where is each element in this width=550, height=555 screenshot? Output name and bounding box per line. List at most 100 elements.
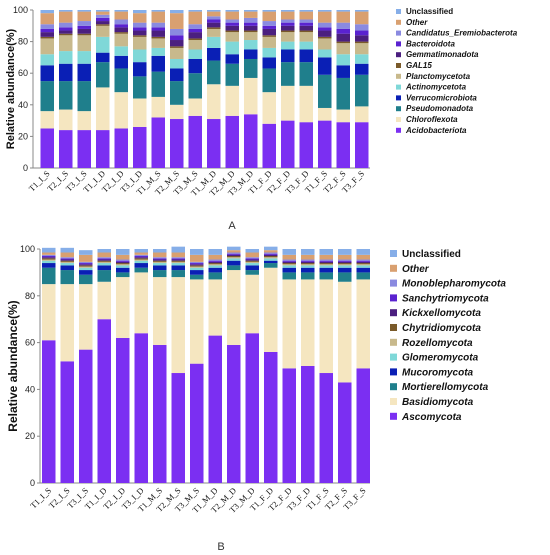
bar-segment-monoblepharomycota xyxy=(79,261,93,264)
bar-segment-unclassified xyxy=(116,249,130,255)
bar-segment-chloroflexota xyxy=(299,85,313,123)
bar-segment-unclassified xyxy=(281,10,295,12)
bar-segment-basidiomycota xyxy=(153,277,167,345)
bar-segment-mortierellomycota xyxy=(97,270,111,282)
bar-segment-chloroflexota xyxy=(96,87,110,131)
bar-segment-ascomycota xyxy=(264,351,278,483)
bar-segment-monoblepharomycota xyxy=(134,254,148,257)
bar-segment-ascomycota xyxy=(356,368,370,483)
bar-segment-sanchytriomycota xyxy=(171,258,185,260)
bar-segment-glomeromycota xyxy=(227,258,241,261)
bar-segment-other xyxy=(116,254,130,260)
bar-segment-bacteroidota xyxy=(188,28,202,33)
bar-segment-planctomycetota xyxy=(77,35,91,52)
bar-segment-other xyxy=(225,11,239,20)
bar-segment-glomeromycota xyxy=(356,265,370,268)
bar-segment-gemmatimonadota xyxy=(114,27,128,33)
y-tick-label: 60 xyxy=(18,68,28,78)
y-tick-label: 100 xyxy=(13,5,28,15)
bar-segment-other xyxy=(338,254,352,260)
bar-segment-mortierellomycota xyxy=(227,265,241,271)
bar-segment-ascomycota xyxy=(245,333,259,483)
bar-segment-candidatus-eremiobacterota xyxy=(59,22,73,28)
bar-segment-mortierellomycota xyxy=(245,270,259,275)
bar-segment-sanchytriomycota xyxy=(338,260,352,262)
bar-segment-actinomycetota xyxy=(77,51,91,64)
bar-segment-mortierellomycota xyxy=(60,270,74,285)
bar-segment-ascomycota xyxy=(153,344,167,483)
bar-segment-sanchytriomycota xyxy=(282,260,296,262)
bar-segment-pseudomonadota xyxy=(262,68,276,93)
bar-segment-ascomycota xyxy=(116,337,130,483)
bar-segment-other xyxy=(133,13,147,23)
bar-segment-actinomycetota xyxy=(188,49,202,59)
bar-segment-chytridiomycota xyxy=(134,258,148,260)
bar-segment-mortierellomycota xyxy=(319,272,333,280)
bar-segment-sanchytriomycota xyxy=(42,256,56,258)
bar-segment-acidobacteriota xyxy=(336,122,350,168)
bar-segment-chloroflexota xyxy=(170,104,184,120)
bar-segment-ascomycota xyxy=(190,363,204,483)
bar-segment-mucoromycota xyxy=(134,263,148,268)
bar-segment-candidatus-eremiobacterota xyxy=(318,22,332,28)
bar-segment-basidiomycota xyxy=(245,274,259,334)
bar-segment-unclassified xyxy=(319,249,333,255)
bar-segment-chytridiomycota xyxy=(301,263,315,265)
bar-segment-glomeromycota xyxy=(60,263,74,266)
bar-segment-unclassified xyxy=(282,249,296,255)
legend-swatch xyxy=(396,95,401,101)
bar-segment-glomeromycota xyxy=(338,265,352,268)
bar-segment-glomeromycota xyxy=(42,260,56,264)
bar-segment-mortierellomycota xyxy=(338,272,352,282)
bar-segment-glomeromycota xyxy=(319,265,333,268)
bar-segment-verrucomicrobiota xyxy=(114,55,128,69)
bar-segment-rozellomycota xyxy=(356,264,370,266)
bar-segment-planctomycetota xyxy=(336,43,350,55)
bar-segment-sanchytriomycota xyxy=(319,260,333,262)
bar-segment-pseudomonadota xyxy=(59,81,73,110)
bar-segment-actinomycetota xyxy=(318,49,332,58)
bar-segment-sanchytriomycota xyxy=(116,260,130,262)
legend-swatch xyxy=(390,294,397,302)
bar-segment-unclassified xyxy=(227,246,241,251)
bar-segment-gal15 xyxy=(188,38,202,41)
bar-segment-mortierellomycota xyxy=(356,272,370,280)
bar-segment-candidatus-eremiobacterota xyxy=(96,14,110,18)
bar-segment-acidobacteriota xyxy=(151,117,165,168)
bar-segment-other xyxy=(301,254,315,260)
bar-segment-ascomycota xyxy=(97,319,111,483)
bar-segment-rozellomycota xyxy=(264,257,278,259)
legend-swatch xyxy=(390,353,397,361)
bar-segment-gal15 xyxy=(355,41,369,44)
bar-segment-unclassified xyxy=(40,10,54,14)
y-tick-label: 100 xyxy=(20,244,35,254)
bar-segment-mucoromycota xyxy=(301,267,315,273)
bar-segment-actinomycetota xyxy=(207,36,221,48)
bar-segment-candidatus-eremiobacterota xyxy=(336,22,350,29)
bar-segment-gemmatimonadota xyxy=(96,21,110,25)
bar-segment-acidobacteriota xyxy=(77,130,91,168)
bar-segment-gal15 xyxy=(133,35,147,37)
bar-segment-other xyxy=(336,11,350,23)
bar-segment-mortierellomycota xyxy=(282,272,296,280)
bar-segment-candidatus-eremiobacterota xyxy=(40,24,54,29)
legend-label: Pseudomonadota xyxy=(406,104,474,113)
bar-segment-planctomycetota xyxy=(318,38,332,50)
bar-segment-unclassified xyxy=(188,10,202,12)
bar-segment-gemmatimonadota xyxy=(355,35,369,42)
bar-segment-rozellomycota xyxy=(208,264,222,266)
bar-segment-other xyxy=(188,11,202,25)
bar-segment-ascomycota xyxy=(171,373,185,483)
bar-segment-gemmatimonadota xyxy=(59,30,73,34)
bar-segment-glomeromycota xyxy=(79,267,93,271)
bar-segment-kickxellomycota xyxy=(301,261,315,264)
bar-segment-rozellomycota xyxy=(97,261,111,264)
bar-segment-pseudomonadota xyxy=(281,62,295,86)
bar-segment-bacteroidota xyxy=(262,25,276,29)
bar-segment-monoblepharomycota xyxy=(190,261,204,264)
bar-segment-rozellomycota xyxy=(42,259,56,261)
bar-segment-glomeromycota xyxy=(190,267,204,271)
bar-segment-acidobacteriota xyxy=(225,115,239,168)
